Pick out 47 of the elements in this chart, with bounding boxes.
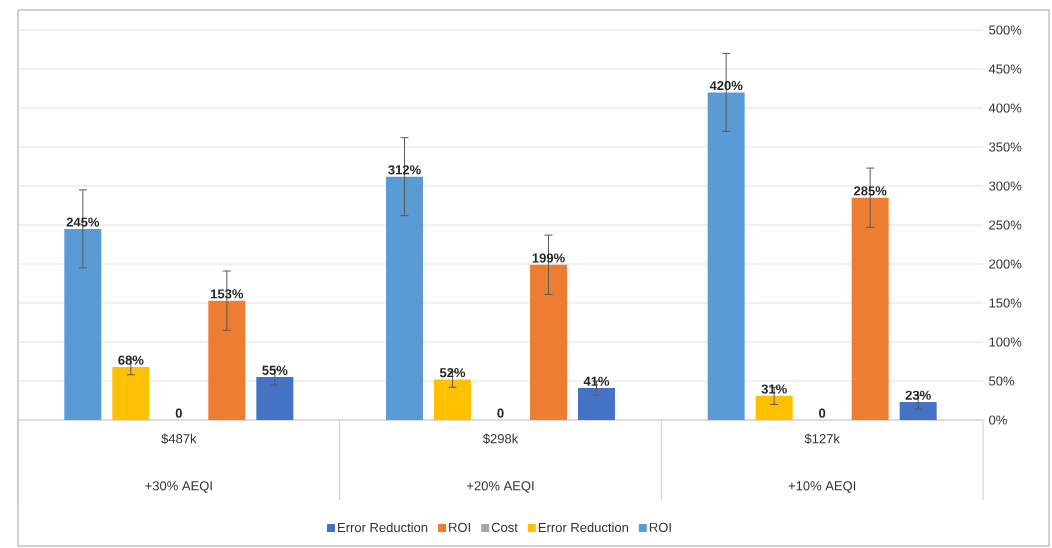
bar bbox=[530, 264, 568, 420]
data-label: 420% bbox=[709, 81, 743, 91]
bar bbox=[851, 197, 889, 420]
bar bbox=[112, 366, 150, 420]
data-label: 23% bbox=[905, 390, 931, 400]
data-label: 0 bbox=[497, 408, 504, 418]
text: +30% AEQI bbox=[145, 481, 212, 493]
x-tick-label: $487k bbox=[161, 433, 197, 445]
data-label: 31% bbox=[761, 384, 787, 394]
data-label: 245% bbox=[66, 217, 100, 227]
data-label: 41% bbox=[583, 376, 610, 386]
bar bbox=[208, 300, 246, 420]
y-tick-label: 250% bbox=[989, 220, 1022, 230]
text: +10% AEQI bbox=[788, 481, 856, 493]
data-label: 68% bbox=[118, 355, 144, 365]
legend-label: ROI bbox=[649, 522, 671, 532]
data-label: 153% bbox=[211, 289, 244, 299]
legend-label: Error Reduction bbox=[538, 522, 629, 533]
y-tick-label: 50% bbox=[989, 376, 1015, 386]
legend-label: Error Reduction bbox=[338, 522, 428, 533]
bar bbox=[64, 228, 102, 420]
y-tick-label: 300% bbox=[989, 181, 1022, 191]
y-tick-label: 400% bbox=[988, 103, 1022, 113]
bar bbox=[707, 92, 745, 420]
y-tick-label: 450% bbox=[988, 64, 1022, 74]
legend-label: ROI bbox=[449, 522, 470, 532]
text: +20% AEQI bbox=[467, 481, 534, 493]
x-tick-label: $127k bbox=[804, 433, 840, 445]
data-label: 0 bbox=[819, 408, 826, 418]
bar bbox=[578, 388, 616, 420]
bar bbox=[256, 377, 294, 420]
bar bbox=[755, 395, 793, 420]
legend-label: Cost bbox=[491, 522, 518, 532]
y-tick-label: 150% bbox=[989, 298, 1022, 308]
y-tick-label: 350% bbox=[989, 142, 1022, 152]
data-label: 285% bbox=[854, 186, 887, 196]
bar bbox=[386, 176, 423, 420]
y-tick-label: 200% bbox=[989, 259, 1022, 269]
data-label: 52% bbox=[439, 368, 466, 378]
y-tick-label: 500% bbox=[989, 25, 1022, 35]
data-label: 0 bbox=[175, 408, 182, 418]
data-label: 55% bbox=[262, 365, 288, 375]
x-tick-label: $298k bbox=[482, 433, 519, 445]
y-tick-label: 100% bbox=[989, 337, 1022, 347]
bar bbox=[899, 402, 937, 420]
bar bbox=[434, 379, 472, 420]
y-tick-label: 0% bbox=[989, 415, 1007, 425]
